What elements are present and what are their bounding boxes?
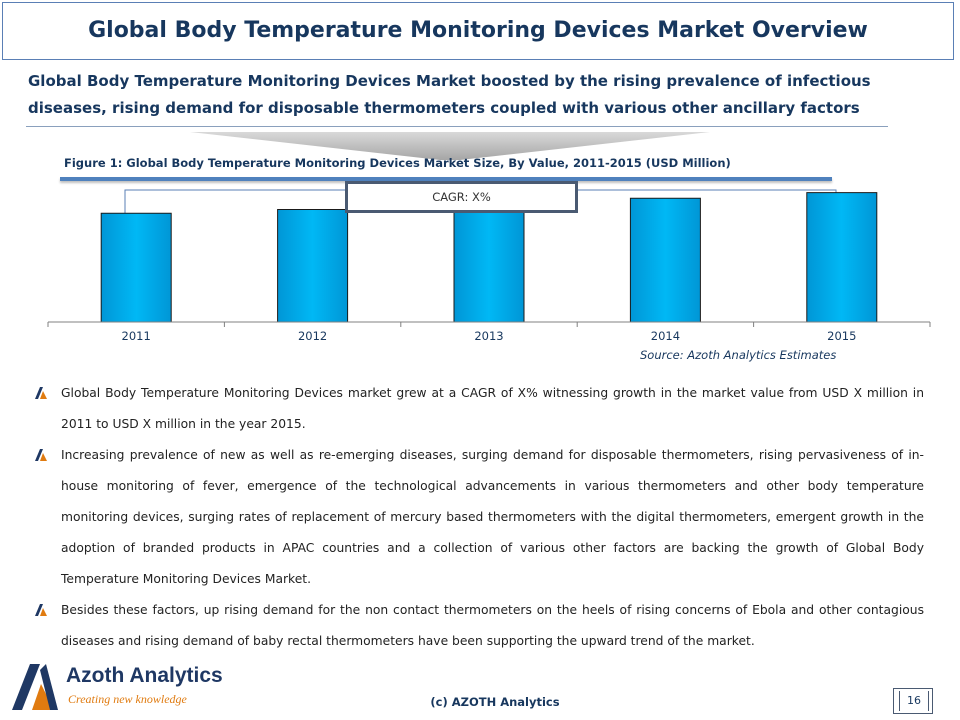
x-tick-label: 2015 [827, 329, 856, 343]
bar-chart: 2011 2012 2013 2014 2015 [47, 189, 931, 343]
title-box: Global Body Temperature Monitoring Devic… [2, 2, 954, 60]
azoth-bullet-icon [35, 604, 47, 616]
bar-2014 [629, 197, 701, 323]
subheading: Global Body Temperature Monitoring Devic… [28, 72, 871, 117]
cagr-bracket-right [578, 189, 836, 248]
bullet-item: Increasing prevalence of new as well as … [34, 440, 924, 595]
funnel-graphic [190, 132, 710, 160]
azoth-bullet-icon [35, 387, 47, 399]
bar-2013 [453, 203, 525, 323]
figure-caption: Figure 1: Global Body Temperature Monito… [64, 156, 731, 170]
x-tick-label: 2012 [298, 329, 327, 343]
page-number: 16 [899, 691, 929, 711]
bullet-text: Increasing prevalence of new as well as … [61, 448, 924, 586]
logo-tagline: Creating new knowledge [68, 692, 187, 706]
footer-copyright: (c) AZOTH Analytics [430, 695, 560, 709]
bullet-list: Global Body Temperature Monitoring Devic… [34, 378, 924, 657]
cagr-box: CAGR: X% [345, 181, 578, 213]
page-title: Global Body Temperature Monitoring Devic… [88, 18, 868, 43]
azoth-logo-icon [12, 664, 58, 710]
bar-2012 [277, 209, 349, 323]
bullet-text: Global Body Temperature Monitoring Devic… [61, 386, 924, 431]
bullet-text: Besides these factors, up rising demand … [61, 603, 924, 648]
bullet-item: Besides these factors, up rising demand … [34, 595, 924, 657]
bar-2015 [806, 192, 878, 323]
x-tick-label: 2011 [122, 329, 151, 343]
x-tick-label: 2013 [474, 329, 503, 343]
x-tick-label: 2014 [651, 329, 680, 343]
page-number-box: 16 [893, 688, 933, 714]
figure-caption-rule [60, 177, 832, 181]
bar-2011 [100, 212, 172, 323]
logo-name: Azoth Analytics [66, 664, 223, 687]
chart-source: Source: Azoth Analytics Estimates [640, 348, 837, 362]
bullet-item: Global Body Temperature Monitoring Devic… [34, 378, 924, 440]
company-logo: Azoth Analytics Creating new knowledge [10, 660, 250, 716]
subheading-divider [26, 126, 888, 127]
azoth-bullet-icon [35, 449, 47, 461]
